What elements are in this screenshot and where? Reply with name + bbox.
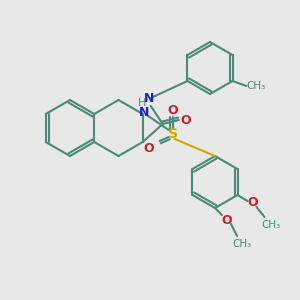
Text: CH₃: CH₃ [261,220,280,230]
Text: N: N [139,106,149,119]
Text: O: O [143,142,154,154]
Text: O: O [222,214,232,226]
Text: O: O [247,196,258,209]
Text: S: S [168,127,178,141]
Text: O: O [167,103,178,116]
Text: O: O [180,113,191,127]
Text: CH₃: CH₃ [232,239,252,249]
Text: CH₃: CH₃ [246,81,265,91]
Text: N: N [144,92,154,104]
Text: H: H [138,98,146,108]
